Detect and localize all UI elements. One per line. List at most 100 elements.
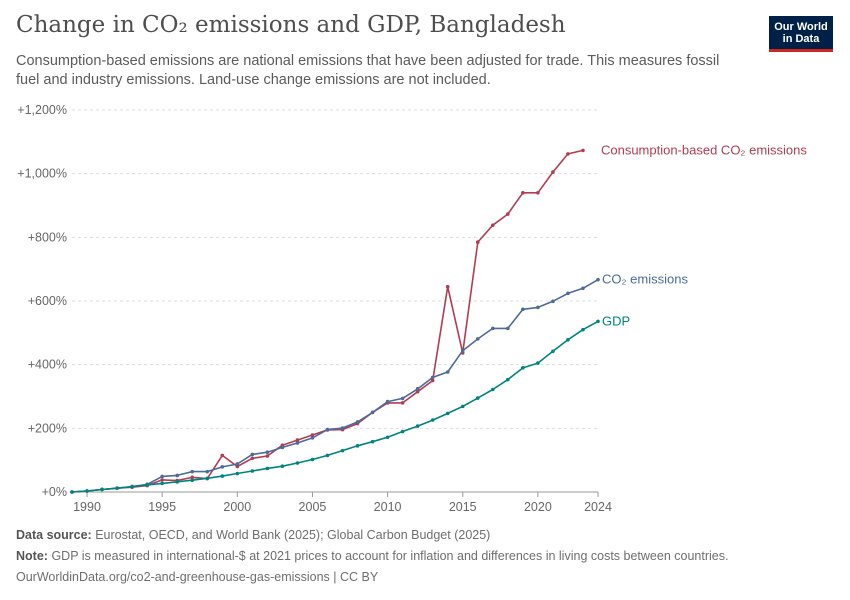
source-label: Data source: [16,528,92,542]
data-point [175,473,179,478]
y-tick-label: +0% [42,485,67,499]
data-point [596,319,600,324]
data-point [85,489,89,493]
x-tick-label: 2005 [299,500,327,514]
data-point [506,326,510,331]
data-point [491,326,495,331]
data-point [475,240,480,244]
data-point [295,461,300,465]
data-point [460,348,465,353]
y-tick-label: +200% [28,421,67,435]
data-point [325,427,330,432]
data-point [400,396,405,401]
data-point [491,387,495,392]
data-point [70,490,74,494]
y-tick-label: +600% [28,294,67,308]
data-point [475,337,480,341]
data-point [596,277,600,282]
data-point [551,299,555,304]
data-point [506,212,510,216]
data-point [205,476,210,481]
data-source: Data source: Eurostat, OECD, and World B… [16,528,490,542]
chart-title: Change in CO₂ emissions and GDP, Banglad… [16,12,566,38]
source-text: Eurostat, OECD, and World Bank (2025); G… [95,528,491,542]
data-point [506,377,510,382]
data-point [400,401,405,405]
data-point [400,429,405,434]
x-tick-label: 1990 [73,500,101,514]
data-point [280,464,285,469]
data-point [370,439,375,444]
chart-subtitle: Consumption-based emissions are national… [16,53,720,88]
data-point [521,307,525,312]
data-point [340,426,345,430]
data-point [190,478,195,483]
data-point [430,378,435,383]
data-point [265,466,270,471]
data-point [385,435,390,440]
series-label: Consumption-based CO₂ emissions [601,142,807,157]
data-point [475,396,480,400]
data-point [581,286,585,291]
x-tick-label: 2010 [374,500,402,514]
data-point [551,170,555,174]
data-point [190,469,195,474]
data-point [220,465,225,469]
x-tick-label: 2015 [449,500,477,514]
source-url[interactable]: OurWorldinData.org/co2-and-greenhouse-ga… [16,570,379,584]
x-tick-label: 2024 [584,500,612,514]
data-point [385,399,390,404]
data-point [536,361,540,365]
series-label: CO₂ emissions [602,272,688,287]
data-point [536,305,540,310]
data-point [566,338,570,342]
data-point [235,464,240,469]
data-point [445,284,450,289]
data-point [415,387,420,391]
data-point [521,366,525,370]
data-point [235,471,240,476]
y-tick-label: +400% [28,358,67,372]
series-line [71,149,584,493]
data-point [310,436,315,440]
x-tick-label: 2000 [223,500,251,514]
x-tick-label: 1995 [148,500,176,514]
logo-line-2: in Data [782,33,820,45]
data-point [430,375,435,380]
data-point [145,483,149,487]
data-point [295,438,300,442]
y-tick-label: +1,000% [17,167,67,181]
note-text: GDP is measured in international-$ at 20… [51,549,729,563]
data-point [220,453,225,458]
data-point [355,420,360,424]
data-point [250,469,255,473]
y-tick-label: +1,200% [17,103,67,117]
data-point [280,445,285,450]
data-point [445,411,450,416]
y-tick-label: +800% [28,230,67,244]
data-point [551,349,555,354]
data-point [175,480,179,484]
series-line [71,320,599,493]
data-point [355,444,360,448]
data-point [205,469,210,474]
data-point [265,454,270,458]
data-point [160,478,164,482]
data-point [566,291,570,296]
series-line [71,279,599,493]
data-point [536,190,540,195]
data-point [100,487,104,492]
data-point [310,457,315,462]
chart-note: Note: GDP is measured in international-$… [16,549,728,563]
data-point [460,404,465,409]
logo-line-1: Our World [774,21,828,33]
data-point [250,456,255,461]
data-point [581,327,585,332]
data-point [430,418,435,422]
data-point [265,450,270,455]
owid-logo[interactable]: Our World in Data [769,16,833,52]
series-label: GDP [602,313,630,328]
data-point [235,462,240,466]
note-label: Note: [16,549,48,563]
